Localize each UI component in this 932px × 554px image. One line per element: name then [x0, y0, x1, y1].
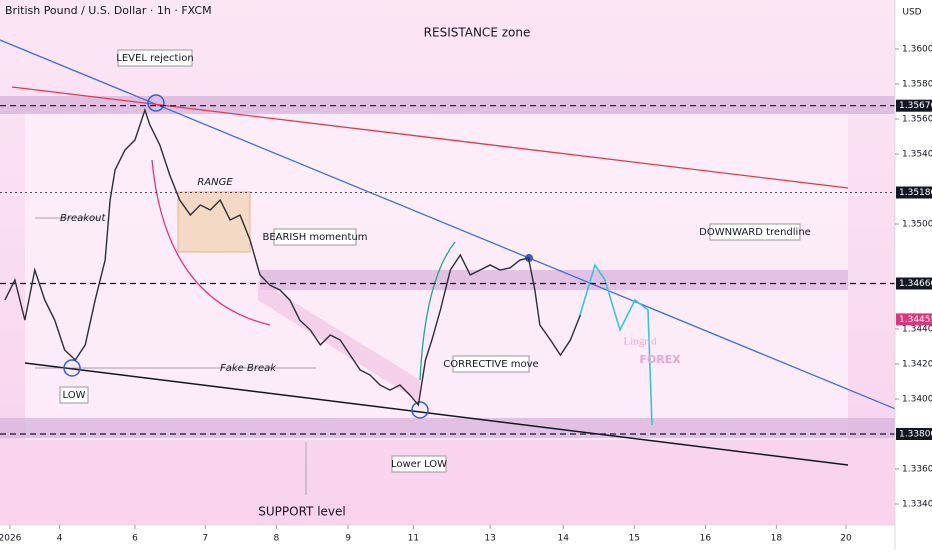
- rejection-marker: [147, 94, 165, 112]
- annotation: Breakout: [60, 213, 106, 224]
- level-label: 1.35676: [899, 101, 932, 111]
- last-price-label: 1.34455: [899, 315, 932, 325]
- range-box: [177, 191, 251, 253]
- level-tag: [896, 428, 932, 440]
- label-box: [709, 223, 801, 241]
- level-label: 1.34660: [899, 279, 932, 289]
- price-axis: [895, 0, 932, 550]
- label-box: [59, 386, 89, 404]
- x-tick-label: 15: [629, 534, 640, 544]
- x-tick-label: 16: [700, 534, 712, 544]
- last-price-tag: [896, 313, 932, 326]
- x-tick-label: 6: [132, 534, 138, 544]
- resistance-trendline: [11, 86, 849, 189]
- support-band: [0, 418, 895, 438]
- label-box: [391, 455, 447, 473]
- label-box: [452, 355, 530, 373]
- annotation: LEVEL rejection: [116, 53, 193, 64]
- projection-path: [579, 263, 653, 426]
- mid-band: [260, 270, 848, 290]
- label-box: [117, 49, 193, 67]
- x-tick-label: 18: [771, 534, 783, 544]
- resistance-band: [0, 96, 895, 114]
- time-axis: [0, 525, 895, 550]
- annotation: CORRECTIVE move: [443, 359, 538, 370]
- y-tick-label: 1.36000: [902, 45, 932, 55]
- y-tick-label: 1.35400: [902, 150, 932, 160]
- annotation: DOWNWARD trendline: [699, 227, 811, 238]
- x-tick-label: 14: [558, 534, 570, 544]
- bearish-arrow: [151, 159, 271, 326]
- annotation: RANGE: [197, 177, 233, 188]
- currency: USD: [902, 8, 921, 18]
- y-tick-label: 1.33400: [902, 500, 932, 510]
- annotation: SUPPORT level: [258, 505, 345, 519]
- x-tick-label: 13: [484, 534, 495, 544]
- y-tick-label: 1.34400: [902, 325, 932, 335]
- x-tick-label: 2026: [0, 534, 22, 544]
- bearish-area: [258, 280, 420, 402]
- lower-low-marker: [411, 401, 429, 419]
- annotation: BEARISH momentum: [262, 232, 367, 243]
- annotation: Fake Break: [220, 363, 277, 374]
- x-tick-label: 4: [57, 534, 63, 544]
- x-tick-label: 11: [408, 534, 419, 544]
- level-tag: [896, 186, 932, 199]
- y-tick-label: 1.35000: [902, 220, 932, 230]
- label-box: [273, 228, 357, 246]
- level-label: 1.35180: [899, 188, 932, 198]
- y-tick-label: 1.35800: [902, 80, 932, 90]
- chart-title: British Pound / U.S. Dollar · 1h · FXCM: [5, 4, 212, 17]
- low-marker: [63, 359, 81, 377]
- levels: [0, 105, 895, 435]
- price-plot: [4, 107, 581, 407]
- y-tick-label: 1.34000: [902, 395, 932, 405]
- x-tick-label: 20: [840, 534, 852, 544]
- brand: Lingrid: [624, 336, 657, 348]
- y-tick-label: 1.33600: [902, 465, 932, 475]
- corrective-arrow: [419, 241, 456, 381]
- x-tick-label: 8: [273, 534, 279, 544]
- annotation: Lower LOW: [391, 459, 447, 470]
- downward-trendline: [0, 39, 899, 411]
- annotation: RESISTANCE zone: [424, 26, 531, 40]
- level-tag: [896, 99, 932, 112]
- axis-labels: 1.36000 1.35800 1.35600 1.35400 1.35000 1.344…: [0, 45, 932, 544]
- y-tick-label: 1.35600: [902, 115, 932, 125]
- price-line: [4, 107, 581, 407]
- annotation: LOW: [63, 390, 86, 401]
- x-tick-label: 9: [345, 534, 351, 544]
- brand-sub: FOREX: [639, 353, 681, 366]
- level-label: 1.33800: [899, 430, 932, 440]
- x-tick-label: 7: [202, 534, 208, 544]
- level-tag: [896, 277, 932, 290]
- support-trendline: [24, 362, 849, 466]
- y-tick-label: 1.34200: [902, 360, 932, 370]
